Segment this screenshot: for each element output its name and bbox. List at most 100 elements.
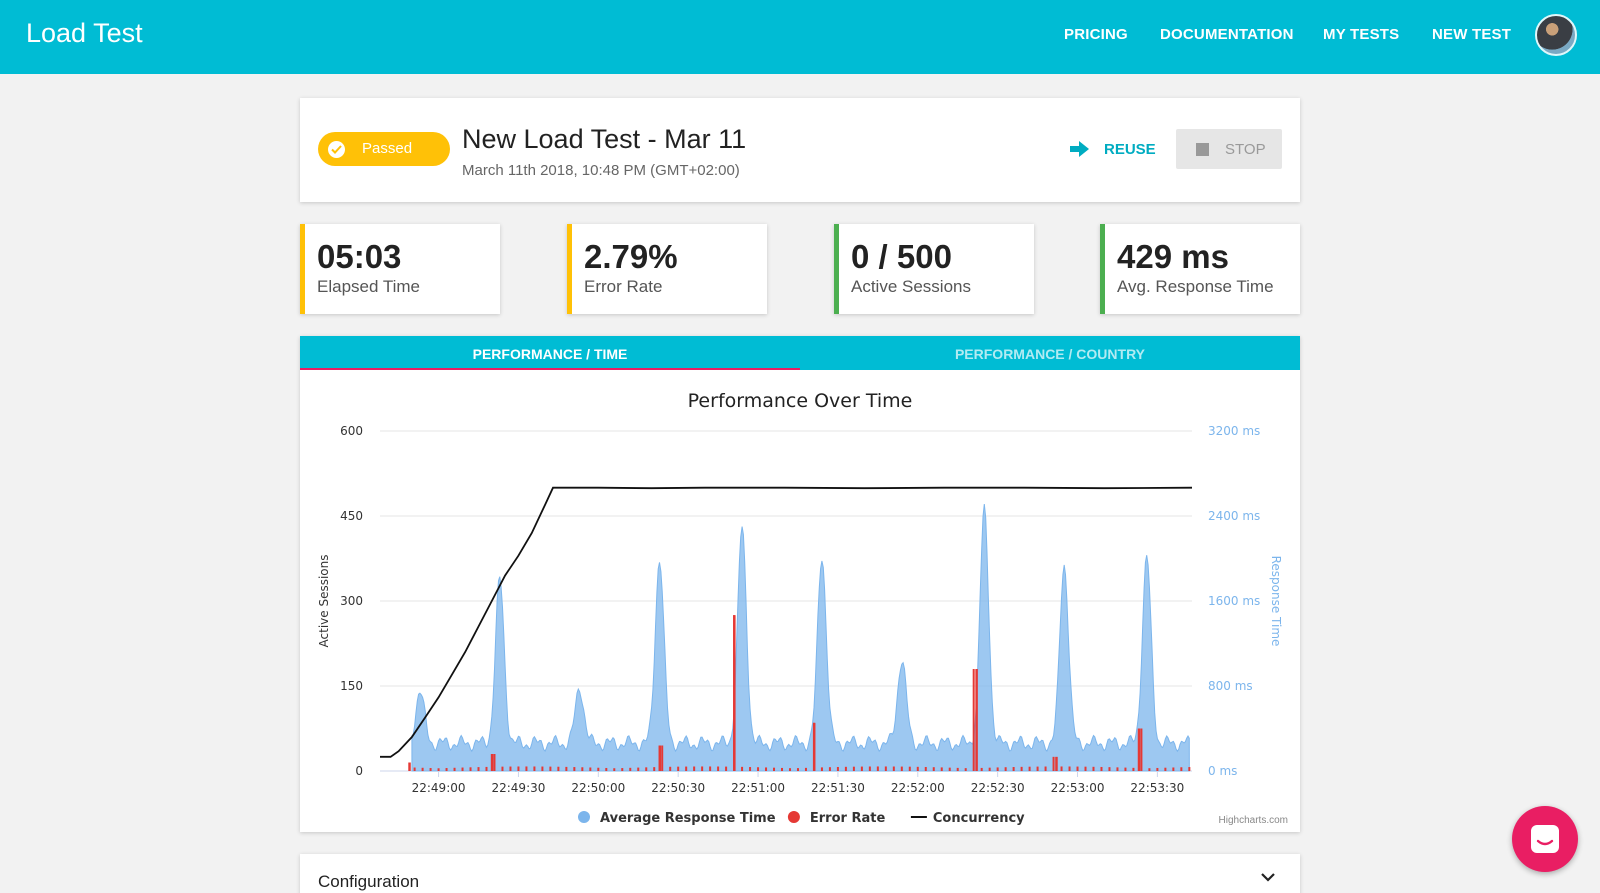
error-rate-bar	[964, 768, 967, 771]
error-rate-bar	[741, 766, 744, 771]
left-tick-label: 150	[340, 679, 363, 693]
error-rate-bar	[685, 766, 688, 771]
chart-credit[interactable]: Highcharts.com	[1218, 815, 1288, 826]
error-rate-bar	[669, 766, 672, 771]
stat-label: Error Rate	[584, 277, 663, 296]
reuse-label: REUSE	[1104, 141, 1156, 158]
top-navbar: Load Test PRICING DOCUMENTATION MY TESTS…	[0, 0, 1600, 74]
stat-label: Active Sessions	[851, 277, 971, 296]
error-rate-bar	[804, 767, 807, 771]
error-rate-bar	[709, 766, 712, 771]
error-rate-bar	[924, 766, 927, 771]
error-rate-bar	[573, 767, 576, 771]
error-rate-bar	[621, 768, 624, 771]
chat-button[interactable]	[1512, 806, 1578, 872]
error-rate-bar	[765, 767, 768, 771]
x-tick-label: 22:53:00	[1051, 781, 1105, 795]
error-rate-bar	[876, 766, 879, 771]
error-rate-bar	[996, 767, 999, 771]
error-rate-bar	[940, 767, 943, 771]
error-rate-bar	[1084, 766, 1087, 771]
chevron-down-icon[interactable]	[1260, 872, 1276, 882]
error-rate-bar	[932, 767, 935, 771]
nav-new-test[interactable]: NEW TEST	[1432, 26, 1512, 43]
error-rate-bar	[1156, 767, 1159, 771]
test-title: New Load Test - Mar 11	[462, 124, 747, 154]
error-rate-bar	[1172, 767, 1175, 771]
error-rate-bar	[533, 766, 536, 771]
nav-documentation[interactable]: DOCUMENTATION	[1160, 26, 1294, 43]
error-rate-bar	[725, 766, 728, 771]
error-rate-bar	[828, 767, 831, 771]
error-rate-bar	[701, 766, 704, 771]
stop-button[interactable]: STOP	[1176, 129, 1282, 169]
error-rate-bar	[565, 766, 568, 771]
right-tick-label: 3200 ms	[1208, 424, 1260, 438]
error-rate-bar	[956, 767, 959, 771]
error-rate-bar	[773, 767, 776, 771]
error-rate-bar	[1124, 767, 1127, 771]
left-tick-label: 600	[340, 424, 363, 438]
error-rate-bar	[900, 766, 903, 771]
legend-item[interactable]: Error Rate	[810, 811, 886, 826]
error-rate-bar	[525, 766, 528, 771]
legend-marker	[578, 811, 590, 823]
nav-my-tests[interactable]: MY TESTS	[1323, 26, 1400, 43]
legend-item[interactable]: Average Response Time	[600, 811, 776, 826]
error-rate-bar	[788, 768, 791, 771]
left-tick-label: 0	[355, 764, 363, 778]
error-rate-bar	[1044, 766, 1047, 771]
error-rate-bar	[1180, 767, 1183, 771]
configuration-card[interactable]: Configuration	[300, 854, 1300, 893]
error-rate-bar	[413, 767, 416, 771]
error-rate-bar	[1108, 767, 1111, 771]
error-rate-bar	[485, 766, 488, 771]
left-tick-label: 300	[340, 594, 363, 608]
legend-item[interactable]: Concurrency	[933, 811, 1025, 826]
error-rate-bar	[1116, 767, 1119, 771]
error-rate-bar	[429, 768, 432, 771]
test-date: March 11th 2018, 10:48 PM (GMT+02:00)	[462, 162, 740, 179]
performance-card: PERFORMANCE / TIME PERFORMANCE / COUNTRY…	[300, 336, 1300, 832]
error-rate-spike	[812, 722, 816, 771]
x-tick-label: 22:51:30	[811, 781, 865, 795]
error-rate-bar	[860, 766, 863, 771]
error-rate-bar	[453, 767, 456, 771]
error-rate-bar	[1036, 766, 1039, 771]
tab-performance-time[interactable]: PERFORMANCE / TIME	[300, 336, 800, 370]
performance-tabs: PERFORMANCE / TIME PERFORMANCE / COUNTRY	[300, 336, 1300, 370]
error-rate-bar	[749, 767, 752, 771]
error-rate-bar	[437, 768, 440, 771]
chat-icon	[1531, 825, 1559, 853]
error-rate-bar	[493, 754, 496, 771]
error-rate-bar	[469, 767, 472, 771]
right-tick-label: 800 ms	[1208, 679, 1253, 693]
error-rate-bar	[637, 767, 640, 771]
error-rate-bar	[868, 766, 871, 771]
x-tick-label: 22:53:30	[1130, 781, 1184, 795]
stat-value: 2.79%	[584, 238, 678, 275]
x-tick-label: 22:51:00	[731, 781, 785, 795]
error-rate-bar	[1164, 767, 1167, 771]
arrow-right-icon	[1070, 141, 1089, 157]
error-rate-bar	[581, 767, 584, 771]
brand-logo[interactable]: Load Test	[26, 18, 143, 48]
error-rate-bar	[1028, 766, 1031, 771]
error-rate-bar	[916, 766, 919, 771]
error-rate-spike	[733, 615, 736, 771]
tab-performance-country[interactable]: PERFORMANCE / COUNTRY	[954, 346, 1146, 362]
error-rate-spike	[408, 762, 411, 771]
user-avatar[interactable]	[1535, 14, 1577, 56]
nav-pricing[interactable]: PRICING	[1064, 26, 1128, 43]
error-rate-bar	[1100, 766, 1103, 771]
right-axis-title: Response Time	[1269, 556, 1283, 647]
error-rate-bar	[461, 767, 464, 771]
error-rate-spike	[1137, 728, 1141, 771]
error-rate-bar	[948, 767, 951, 771]
error-rate-bar	[653, 767, 656, 771]
right-tick-label: 2400 ms	[1208, 509, 1260, 523]
reuse-button[interactable]: REUSE	[1070, 138, 1166, 162]
stat-label: Avg. Response Time	[1117, 277, 1274, 296]
stat-avg-response-time: 429 ms Avg. Response Time	[1100, 224, 1300, 314]
left-tick-label: 450	[340, 509, 363, 523]
